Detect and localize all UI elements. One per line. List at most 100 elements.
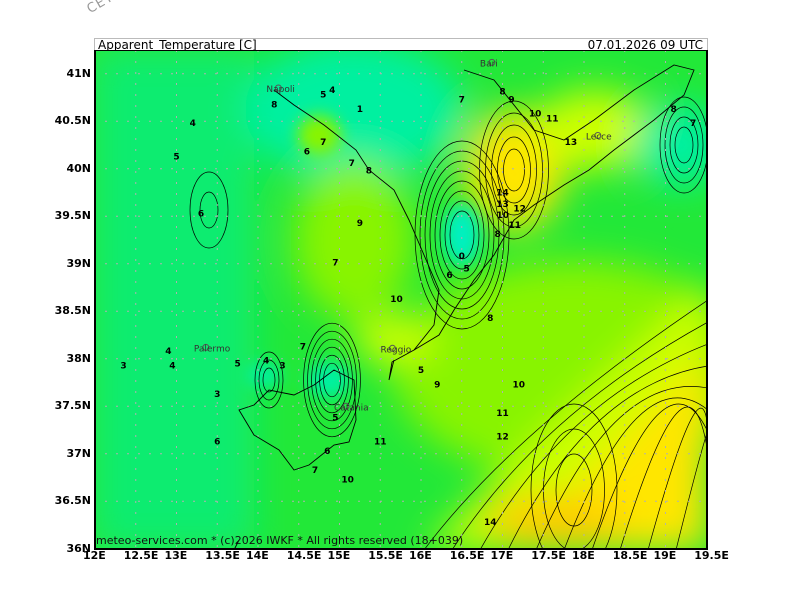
lat-tick-label: 38.5N — [54, 304, 91, 318]
isotherm — [258, 359, 280, 401]
contour-value-label: 4 — [165, 347, 171, 357]
lon-tick-label: 19.5E — [694, 549, 729, 562]
contour-value-label: 14 — [496, 188, 509, 198]
contour-value-label: 12 — [513, 205, 526, 215]
contour-value-label: 11 — [374, 437, 387, 447]
isotherm — [262, 367, 276, 393]
contour-value-label: 13 — [496, 200, 509, 210]
contour-value-label: 7 — [349, 159, 355, 169]
map-frame — [94, 50, 708, 550]
lat-tick-label: 37.5N — [54, 399, 91, 413]
contour-value-label: 7 — [320, 138, 326, 148]
lon-tick-label: 18E — [572, 549, 595, 562]
isotherm — [303, 322, 361, 438]
isotherm — [669, 116, 699, 174]
lon-tick-label: 12E — [83, 549, 106, 562]
isotherm — [664, 106, 704, 184]
temperature-map: Napoli Bari Lecce Palermo Catania Reggio 4 5 6 8… — [94, 50, 708, 550]
isotherm — [675, 431, 707, 549]
isotherm — [555, 453, 593, 527]
contour-value-label: 7 — [300, 342, 306, 352]
city-dot-icon — [388, 344, 396, 352]
contour-value-label: 4 — [263, 357, 269, 367]
lon-tick-label: 16.5E — [449, 549, 485, 562]
city-napoli: Napoli — [266, 84, 295, 95]
isotherm — [319, 354, 345, 406]
contour-value-label: 6 — [446, 271, 452, 281]
isotherm — [199, 191, 219, 229]
contour-value-label: 7 — [459, 95, 465, 105]
contour-value-label: 4 — [169, 361, 175, 371]
contour-value-label: 1 — [357, 105, 363, 115]
isotherm — [536, 386, 707, 549]
lon-tick-label: 17E — [490, 549, 514, 562]
contour-value-label: 5 — [332, 414, 338, 424]
model-watermark: CETA - IT — [85, 0, 150, 17]
city-catania: Catania — [334, 402, 369, 413]
isotherm — [189, 171, 229, 249]
isotherm — [591, 403, 707, 549]
city-label: Reggio — [380, 345, 411, 355]
lon-tick-label: 17.5E — [531, 549, 566, 562]
contour-value-label: 5 — [464, 264, 470, 274]
contour-value-label: 8 — [499, 88, 505, 98]
contour-value-label: 5 — [173, 152, 179, 162]
contour-value-label: 14 — [484, 518, 497, 528]
isotherm — [444, 200, 480, 270]
lon-tick-label: 14E — [246, 549, 269, 562]
isotherm — [497, 136, 531, 204]
valid-time: 07.01.2026 09 UTC — [587, 38, 703, 52]
contour-value-label: 10 — [513, 380, 526, 390]
contour-value-label: 10 — [341, 475, 354, 485]
contour-value-label: 11 — [496, 409, 509, 419]
contour-value-label: 11 — [508, 221, 521, 231]
contour-value-label: 13 — [565, 138, 578, 148]
lon-tick-label: 16E — [409, 549, 432, 562]
contour-value-label: 8 — [494, 230, 500, 240]
contour-value-label: 12 — [496, 433, 509, 443]
isotherm — [564, 397, 707, 549]
isotherm-contours — [189, 96, 707, 549]
isotherm — [434, 180, 490, 290]
color-field — [95, 50, 707, 549]
contour-value-label: 3 — [120, 361, 126, 371]
contour-value-label: 6 — [304, 148, 310, 158]
city-bari: Bari — [480, 58, 498, 69]
lat-tick-label: 38N — [66, 351, 91, 365]
isotherm — [485, 112, 543, 228]
contour-value-label: 10 — [529, 110, 542, 120]
city-label: Napoli — [266, 85, 294, 95]
isotherm — [424, 300, 707, 549]
contour-value-label: 11 — [546, 114, 559, 124]
city-lecce: Lecce — [586, 132, 612, 143]
contour-value-label: 6 — [214, 437, 220, 447]
lat-tick-label: 41N — [66, 66, 91, 80]
isotherm — [479, 100, 549, 240]
contour-value-label: 3 — [214, 390, 220, 400]
lon-tick-label: 19E — [653, 549, 677, 562]
isotherm — [491, 124, 537, 216]
contour-value-label: 4 — [190, 119, 196, 129]
isotherm — [307, 330, 357, 430]
lat-tick-label: 39N — [66, 256, 91, 270]
contour-value-label: 6 — [198, 209, 204, 219]
city-palermo: Palermo — [194, 343, 231, 354]
city-label: Bari — [480, 59, 498, 69]
contour-value-label: 6 — [324, 447, 330, 457]
isotherm — [508, 365, 707, 549]
contour-value-label: 10 — [390, 295, 403, 305]
lon-tick-label: 15E — [327, 549, 351, 562]
isotherm — [323, 362, 341, 398]
city-reggio: Reggio — [380, 344, 412, 355]
city-dot-icon — [202, 343, 210, 351]
isotherm — [439, 190, 485, 280]
lon-tick-label: 15.5E — [368, 549, 403, 562]
city-dot-icon — [274, 84, 282, 92]
city-label: Catania — [334, 403, 369, 413]
lat-tick-label: 40N — [66, 161, 91, 175]
map-title: Apparent_Temperature [C] — [98, 38, 257, 52]
contour-value-label: 5 — [418, 366, 424, 376]
lon-tick-label: 14.5E — [286, 549, 322, 562]
city-dot-icon — [594, 132, 602, 139]
